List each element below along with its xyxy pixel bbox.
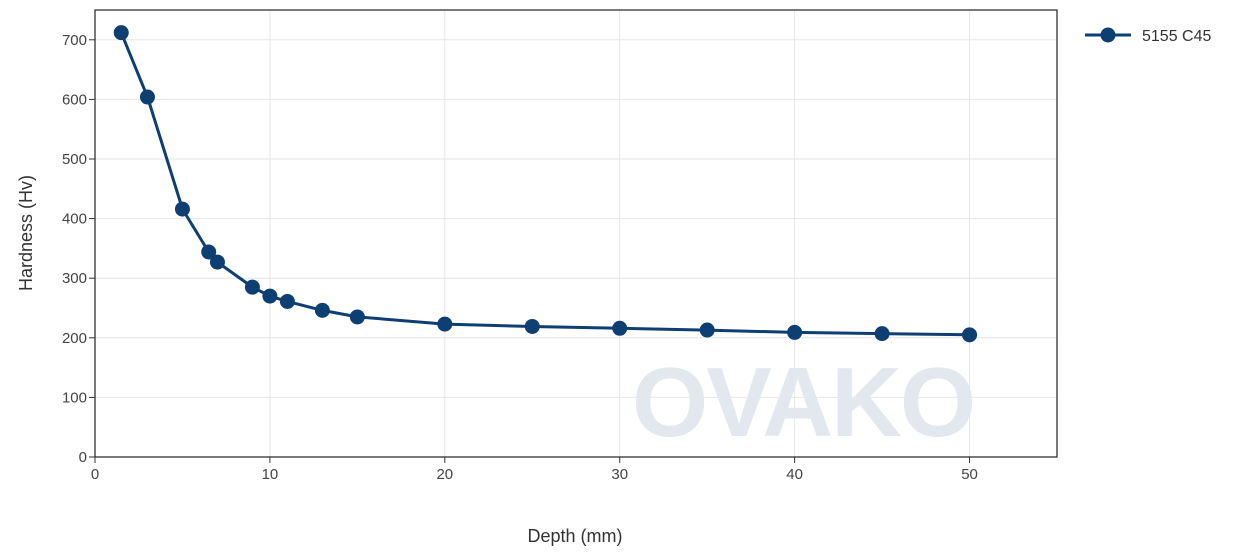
legend-label: 5155 C45 <box>1142 28 1211 45</box>
x-axis-title: Depth (mm) <box>527 526 622 546</box>
y-tick-label: 700 <box>62 32 87 49</box>
y-tick-label: 500 <box>62 151 87 168</box>
x-tick-label: 10 <box>262 466 279 483</box>
data-point[interactable] <box>262 288 278 304</box>
legend-dot-marker <box>1100 27 1116 43</box>
x-tick-label: 30 <box>611 466 628 483</box>
y-tick-label: 600 <box>62 91 87 108</box>
y-axis-title: Hardness (Hv) <box>16 175 36 291</box>
data-point[interactable] <box>349 309 365 325</box>
x-tick-label: 40 <box>786 466 803 483</box>
series-layer <box>113 25 978 343</box>
y-tick-label: 400 <box>62 211 87 228</box>
data-point[interactable] <box>612 320 628 336</box>
data-point[interactable] <box>244 279 260 295</box>
watermark-logo: OVAKO <box>632 347 974 457</box>
data-point[interactable] <box>113 25 129 41</box>
legend[interactable]: 5155 C45 <box>1085 27 1211 46</box>
data-point[interactable] <box>874 326 890 342</box>
data-point[interactable] <box>174 201 190 217</box>
data-point[interactable] <box>139 89 155 105</box>
y-tick-label: 300 <box>62 270 87 287</box>
x-tick-label: 20 <box>436 466 453 483</box>
data-point[interactable] <box>787 324 803 340</box>
data-point[interactable] <box>314 302 330 318</box>
plot-frame <box>94 9 1058 458</box>
data-point[interactable] <box>962 327 978 343</box>
data-point[interactable] <box>524 318 540 334</box>
data-point[interactable] <box>279 293 295 309</box>
x-axis-ticks: 0 10 20 30 40 50 <box>91 457 978 483</box>
data-point[interactable] <box>437 316 453 332</box>
y-axis-ticks: 0 100 200 300 400 500 600 700 <box>62 32 95 466</box>
data-point[interactable] <box>699 322 715 338</box>
y-tick-label: 0 <box>79 449 87 466</box>
x-tick-label: 0 <box>91 466 99 483</box>
grid-lines <box>95 10 1057 457</box>
y-tick-label: 100 <box>62 389 87 406</box>
x-tick-label: 50 <box>961 466 978 483</box>
y-tick-label: 200 <box>62 330 87 347</box>
data-point[interactable] <box>201 244 217 260</box>
data-point[interactable] <box>209 254 225 270</box>
